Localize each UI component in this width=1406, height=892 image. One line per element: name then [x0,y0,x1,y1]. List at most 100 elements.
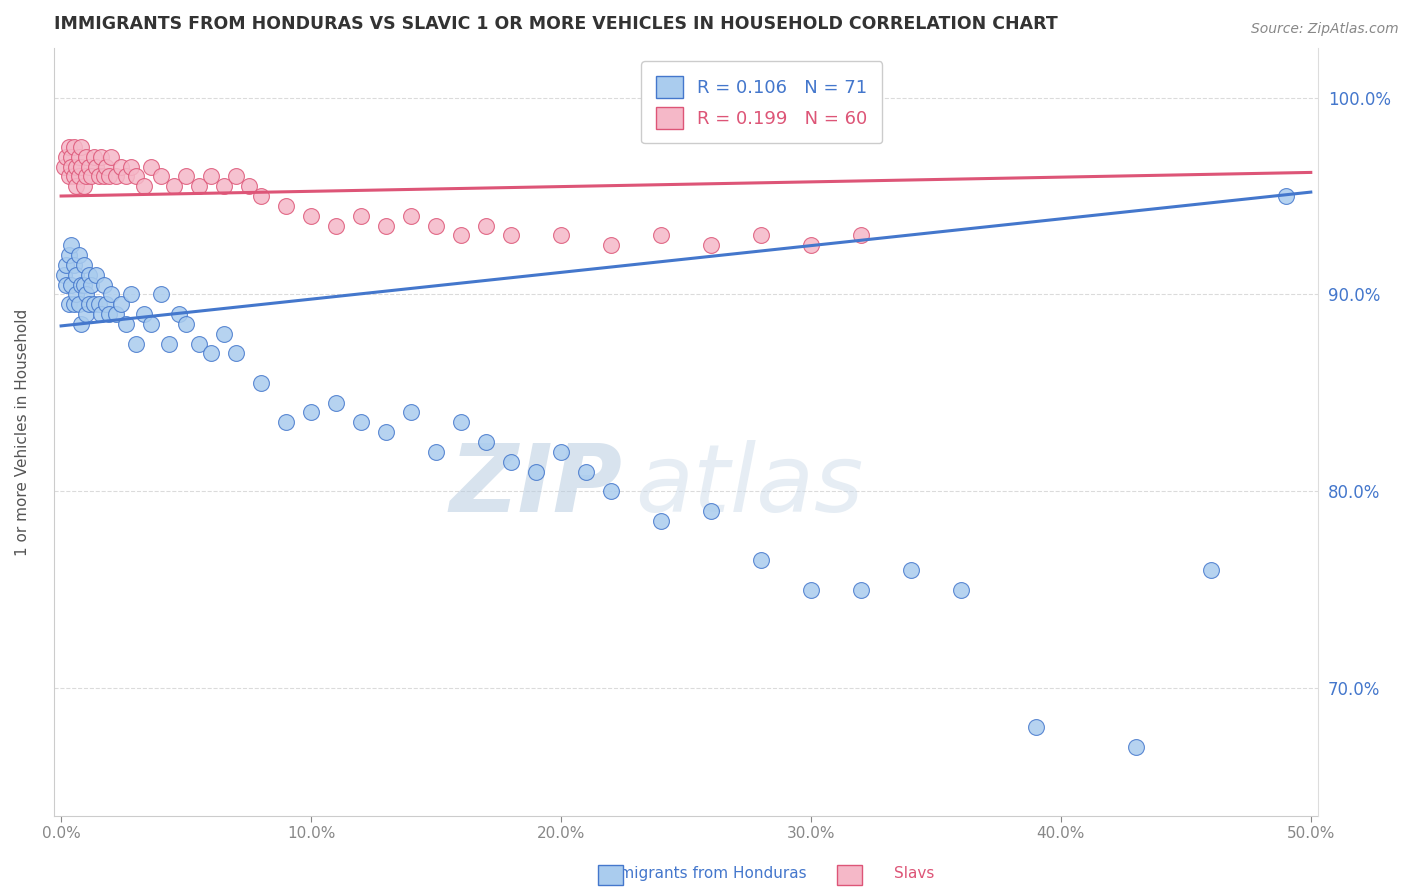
Point [115,169,138,184]
Point [100,287,122,301]
Point [94,297,117,311]
Point [65,287,87,301]
Point [450,228,472,243]
Point [93,169,115,184]
Point [132,307,155,321]
Point [62,297,84,311]
Point [72,179,94,194]
Point [499,455,522,469]
Point [115,317,138,331]
Point [1125,739,1147,754]
Point [84,268,107,282]
Point [325,219,347,233]
Point [650,514,672,528]
Point [139,317,162,331]
Point [90,150,112,164]
Point [900,563,922,577]
Point [250,376,273,390]
Point [1199,563,1222,577]
Point [849,228,872,243]
Point [425,445,447,459]
Point [84,160,107,174]
Point [97,169,120,184]
Point [749,553,772,567]
Point [274,415,297,429]
Text: atlas: atlas [636,441,863,532]
Point [350,209,373,223]
Point [70,160,93,174]
Point [1274,189,1296,203]
Point [67,150,90,164]
Point [600,238,623,252]
Point [174,317,197,331]
Point [949,582,972,597]
Point [125,169,148,184]
Point [77,160,100,174]
Point [700,504,723,518]
Y-axis label: 1 or more Vehicles in Household: 1 or more Vehicles in Household [15,309,30,556]
Point [157,336,180,351]
Point [132,179,155,194]
Point [97,307,120,321]
Point [70,277,93,292]
Point [139,160,162,174]
Point [849,582,872,597]
Point [110,297,132,311]
Point [75,307,97,321]
Point [72,277,94,292]
Point [93,277,115,292]
Point [187,179,209,194]
Point [77,297,100,311]
Point [475,219,498,233]
Point [150,169,173,184]
Point [62,258,84,272]
Point [70,140,93,154]
Point [83,150,105,164]
Point [55,258,77,272]
Point [100,150,122,164]
Point [120,160,142,174]
Point [105,169,128,184]
Point [200,346,222,360]
Text: Source: ZipAtlas.com: Source: ZipAtlas.com [1251,22,1399,37]
Point [65,179,87,194]
Point [77,268,100,282]
Point [150,287,173,301]
Point [67,169,90,184]
Point [87,297,110,311]
Point [212,326,235,341]
Point [75,169,97,184]
Point [399,405,422,419]
Point [700,238,723,252]
Text: ZIP: ZIP [450,440,623,532]
Point [475,435,498,450]
Point [499,228,522,243]
Point [80,277,103,292]
Point [167,307,190,321]
Text: Slavs: Slavs [894,866,934,881]
Point [575,465,598,479]
Point [110,160,132,174]
Point [125,336,148,351]
Point [238,179,260,194]
Point [550,228,572,243]
Point [749,228,772,243]
Point [162,179,184,194]
Point [58,297,80,311]
Point [350,415,373,429]
Point [212,179,235,194]
Point [399,209,422,223]
Point [174,169,197,184]
Point [299,209,322,223]
Text: IMMIGRANTS FROM HONDURAS VS SLAVIC 1 OR MORE VEHICLES IN HOUSEHOLD CORRELATION C: IMMIGRANTS FROM HONDURAS VS SLAVIC 1 OR … [53,15,1057,33]
Point [62,169,84,184]
Point [187,336,209,351]
Point [450,415,472,429]
Point [75,287,97,301]
Legend: R = 0.106   N = 71, R = 0.199   N = 60: R = 0.106 N = 71, R = 0.199 N = 60 [641,62,882,144]
Point [225,346,247,360]
Point [105,307,128,321]
Point [52,160,75,174]
Point [250,189,273,203]
Point [60,150,83,164]
